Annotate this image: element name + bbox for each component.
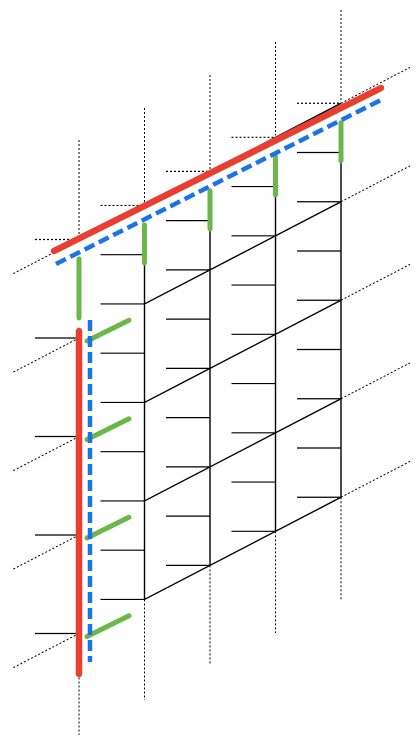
slant-right-dotted bbox=[340, 263, 411, 301]
row-slant-line bbox=[144, 299, 342, 404]
green-slant-connector bbox=[84, 317, 132, 344]
row-slant-line bbox=[144, 496, 342, 601]
green-slant-connector bbox=[84, 613, 132, 639]
slant-left-dotted bbox=[11, 633, 80, 669]
slant-left-dotted bbox=[11, 337, 80, 374]
slant-left-dotted bbox=[11, 534, 80, 571]
row-slant-line bbox=[144, 398, 342, 502]
tick-marks bbox=[35, 102, 341, 635]
green-slant-connector bbox=[84, 514, 132, 541]
slant-left-dotted bbox=[11, 436, 80, 472]
top-edge-red bbox=[50, 84, 385, 255]
green-slant-connector bbox=[84, 416, 132, 442]
slant-right-dotted bbox=[340, 460, 411, 498]
highlighted-edges bbox=[50, 84, 385, 678]
slant-right-dotted bbox=[340, 362, 411, 400]
dotted-extension-lines bbox=[11, 10, 411, 735]
green-connectors bbox=[76, 120, 344, 639]
row-slant-line bbox=[144, 201, 342, 305]
top-edge-blue-dashed bbox=[54, 96, 385, 267]
slant-right-dotted bbox=[340, 66, 411, 104]
slant-right-dotted bbox=[340, 165, 411, 203]
